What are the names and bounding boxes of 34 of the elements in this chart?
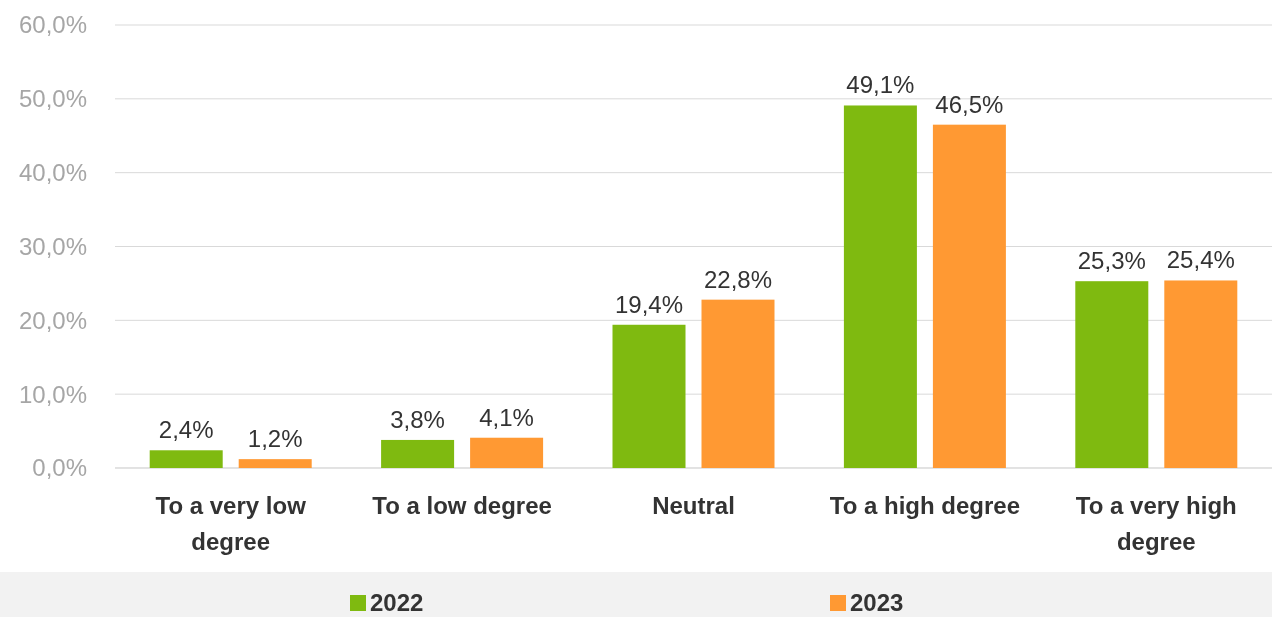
x-tick-label: To a high degree <box>829 492 1021 519</box>
y-tick-label: 60,0% <box>18 11 87 39</box>
y-tick-label: 30,0% <box>18 232 87 260</box>
data-label: 4,1% <box>479 403 534 431</box>
y-tick-label: 0,0% <box>32 454 87 482</box>
y-tick-label: 40,0% <box>18 159 87 187</box>
x-tick-label: To a very low degree <box>155 492 307 555</box>
data-label: 3,8% <box>390 405 445 433</box>
bar <box>701 299 775 468</box>
x-tick-label: Neutral <box>652 492 735 519</box>
y-tick-label: 10,0% <box>18 380 87 408</box>
x-tick-label: To a low degree <box>372 492 552 519</box>
legend-label: 2022 <box>370 589 424 616</box>
data-label: 25,4% <box>1166 246 1235 274</box>
data-label: 22,8% <box>703 265 773 293</box>
data-label: 46,5% <box>935 90 1004 118</box>
bar <box>1164 280 1238 468</box>
bar <box>381 439 455 468</box>
bar <box>238 459 312 468</box>
data-label: 25,3% <box>1077 247 1146 275</box>
bar <box>612 324 686 468</box>
y-tick-label: 20,0% <box>18 306 87 334</box>
data-label: 2,4% <box>158 416 214 444</box>
data-label: 1,2% <box>247 425 303 453</box>
bar <box>1075 281 1149 468</box>
bar <box>843 105 917 468</box>
x-tick-label: To a very high degree <box>1075 492 1237 555</box>
bar <box>932 124 1006 468</box>
bar <box>149 450 223 468</box>
bar <box>470 437 544 468</box>
data-label: 19,4% <box>614 290 684 318</box>
data-label: 49,1% <box>846 71 915 99</box>
y-tick-label: 50,0% <box>18 85 87 113</box>
legend-label: 2023 <box>850 589 904 616</box>
